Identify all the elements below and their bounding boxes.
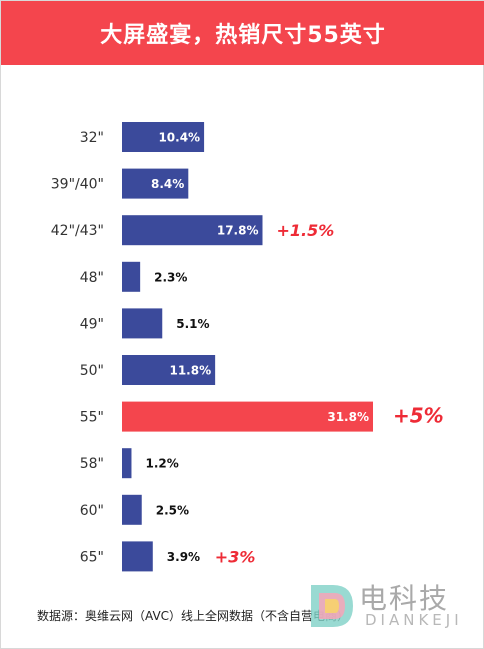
data-label: 10.4% [158,131,200,145]
data-label: 3.9% [167,550,200,564]
watermark: 电科技 DIANKEJI [301,577,471,637]
category-label: 48" [80,270,104,286]
bar-chart: 32" 10.4% 39"/40" 8.4% 42"/43" 17.8% +1.5% 48" 2… [51,122,444,572]
category-label: 50" [80,363,104,379]
bar [122,122,205,152]
category-label: 42"/43" [51,223,104,239]
category-label: 58" [80,456,104,472]
data-label: 17.8% [217,224,259,238]
category-label: 39"/40" [51,177,104,193]
data-label: 2.3% [154,270,187,284]
bar [122,355,216,385]
bar [122,494,142,525]
data-label: 31.8% [327,410,369,424]
bar [122,168,189,199]
data-label: 5.1% [176,317,209,331]
growth-annotation: +1.5% [276,221,334,240]
bar [122,401,373,432]
watermark-cn: 电科技 [359,582,450,615]
bar [122,448,132,479]
category-label: 49" [80,316,104,332]
data-label: 8.4% [151,177,184,191]
title-bar: 大屏盛宴，热销尺寸55英寸 [1,1,484,65]
watermark-en: DIANKEJI [365,611,463,629]
data-label: 11.8% [169,364,211,378]
category-label: 55" [80,410,104,426]
category-label: 65" [80,549,104,565]
page-title: 大屏盛宴，热销尺寸55英寸 [100,23,386,48]
data-label: 1.2% [145,457,178,471]
bar [122,261,141,292]
data-label: 2.5% [156,503,189,517]
watermark-logo-icon [311,585,353,627]
bar [122,215,263,246]
category-label: 60" [80,503,104,519]
category-label: 32" [80,130,104,146]
growth-annotation: +5% [393,404,444,428]
bar [122,541,153,572]
source-note: 数据源：奥维云网（AVC）线上全网数据（不含自营电商） [37,609,350,623]
bar [122,308,163,339]
growth-annotation: +3% [215,547,256,566]
